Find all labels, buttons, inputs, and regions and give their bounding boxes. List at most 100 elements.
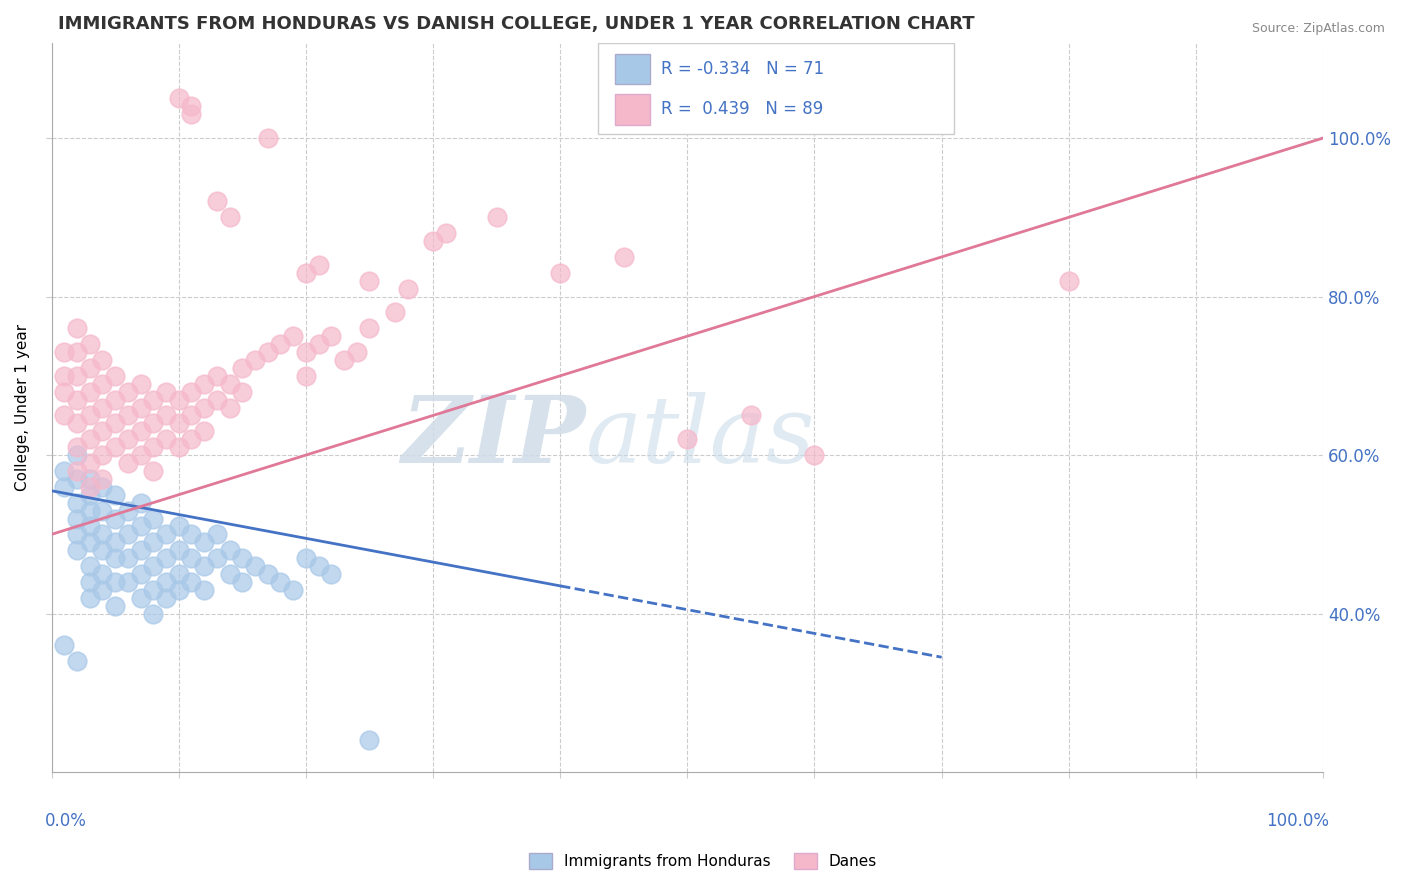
Point bbox=[142, 535, 165, 549]
Point bbox=[66, 417, 89, 431]
Point bbox=[308, 559, 330, 574]
Point bbox=[180, 107, 202, 121]
Point bbox=[167, 566, 190, 581]
Point bbox=[740, 409, 762, 423]
Point bbox=[104, 574, 127, 589]
Point bbox=[129, 425, 152, 439]
Point bbox=[53, 345, 76, 359]
Point bbox=[295, 368, 318, 383]
Point bbox=[142, 417, 165, 431]
Point bbox=[346, 345, 368, 359]
Point bbox=[218, 543, 240, 558]
Point bbox=[180, 551, 202, 566]
Point bbox=[66, 527, 89, 541]
Point bbox=[104, 599, 127, 613]
Point bbox=[53, 638, 76, 652]
Point bbox=[308, 337, 330, 351]
Text: R =  0.439   N = 89: R = 0.439 N = 89 bbox=[661, 100, 823, 119]
Point bbox=[155, 384, 177, 399]
Point bbox=[129, 566, 152, 581]
Point bbox=[676, 432, 699, 446]
Point bbox=[104, 535, 127, 549]
Point bbox=[193, 401, 215, 415]
Point bbox=[180, 432, 202, 446]
Point bbox=[231, 360, 253, 375]
Point bbox=[321, 329, 343, 343]
Point bbox=[269, 574, 291, 589]
Point bbox=[359, 274, 381, 288]
Point bbox=[359, 321, 381, 335]
Point bbox=[218, 566, 240, 581]
Y-axis label: College, Under 1 year: College, Under 1 year bbox=[15, 324, 30, 491]
Point bbox=[180, 99, 202, 113]
Point bbox=[91, 480, 114, 494]
Point bbox=[281, 582, 304, 597]
Point bbox=[142, 511, 165, 525]
Point bbox=[53, 368, 76, 383]
Point bbox=[193, 535, 215, 549]
Point bbox=[117, 574, 139, 589]
Point bbox=[91, 401, 114, 415]
Point bbox=[53, 464, 76, 478]
Point bbox=[53, 480, 76, 494]
Point bbox=[243, 353, 266, 368]
Point bbox=[79, 432, 101, 446]
Legend: Immigrants from Honduras, Danes: Immigrants from Honduras, Danes bbox=[523, 847, 883, 875]
Point bbox=[66, 440, 89, 454]
Point bbox=[129, 448, 152, 462]
Point bbox=[66, 392, 89, 407]
Text: IMMIGRANTS FROM HONDURAS VS DANISH COLLEGE, UNDER 1 YEAR CORRELATION CHART: IMMIGRANTS FROM HONDURAS VS DANISH COLLE… bbox=[58, 15, 974, 33]
Point bbox=[205, 392, 228, 407]
Point bbox=[104, 368, 127, 383]
Point bbox=[117, 551, 139, 566]
Point bbox=[79, 360, 101, 375]
Point bbox=[104, 440, 127, 454]
Point bbox=[91, 376, 114, 391]
Point bbox=[167, 417, 190, 431]
Point bbox=[1057, 274, 1080, 288]
Point bbox=[333, 353, 356, 368]
Point bbox=[256, 566, 278, 581]
Point bbox=[193, 559, 215, 574]
Point bbox=[155, 551, 177, 566]
Point bbox=[142, 582, 165, 597]
Point bbox=[205, 551, 228, 566]
Point bbox=[142, 464, 165, 478]
Point bbox=[79, 480, 101, 494]
Point bbox=[91, 527, 114, 541]
Point bbox=[231, 384, 253, 399]
Point bbox=[79, 488, 101, 502]
Point bbox=[79, 384, 101, 399]
Point bbox=[396, 282, 419, 296]
Point bbox=[485, 211, 508, 225]
Point bbox=[66, 464, 89, 478]
Point bbox=[66, 654, 89, 668]
Text: 0.0%: 0.0% bbox=[45, 813, 87, 830]
Point bbox=[66, 472, 89, 486]
Point bbox=[129, 591, 152, 605]
Point bbox=[384, 305, 406, 319]
Point bbox=[205, 527, 228, 541]
Point bbox=[295, 266, 318, 280]
Point bbox=[117, 456, 139, 470]
Point bbox=[167, 543, 190, 558]
Point bbox=[117, 384, 139, 399]
Point bbox=[155, 574, 177, 589]
Point bbox=[803, 448, 825, 462]
Point bbox=[256, 131, 278, 145]
FancyBboxPatch shape bbox=[599, 43, 955, 134]
Point bbox=[218, 376, 240, 391]
Point bbox=[359, 733, 381, 747]
Point bbox=[66, 543, 89, 558]
Point bbox=[79, 337, 101, 351]
Point bbox=[193, 425, 215, 439]
Point bbox=[79, 559, 101, 574]
Point bbox=[155, 527, 177, 541]
Point bbox=[167, 519, 190, 533]
Point bbox=[79, 472, 101, 486]
Point bbox=[308, 258, 330, 272]
Point bbox=[79, 409, 101, 423]
Point bbox=[243, 559, 266, 574]
Point bbox=[269, 337, 291, 351]
Point bbox=[180, 409, 202, 423]
